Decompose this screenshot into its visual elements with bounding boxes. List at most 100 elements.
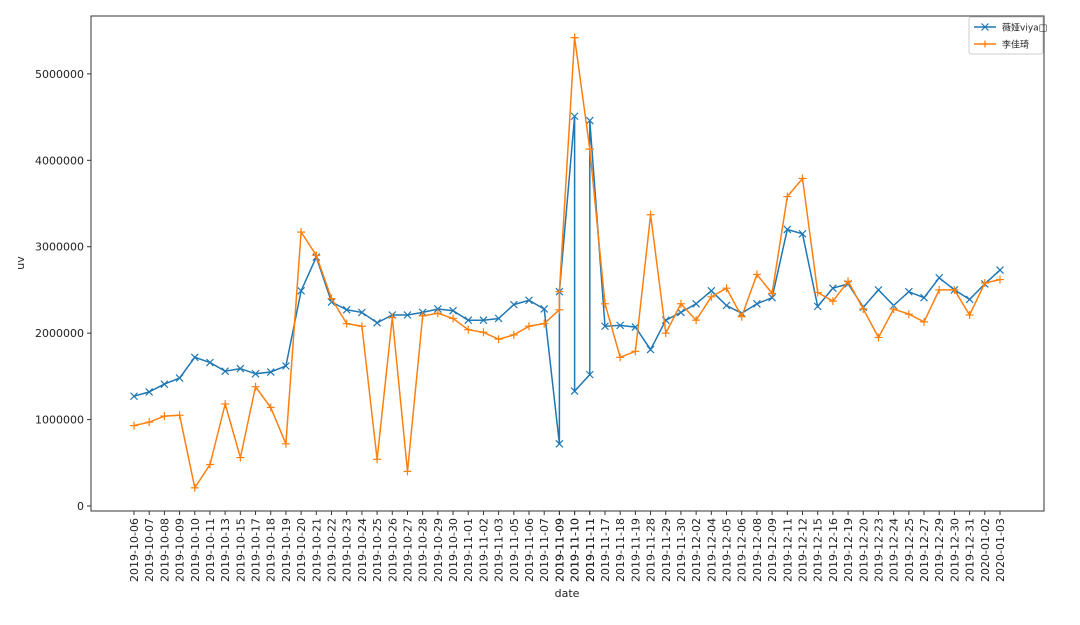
x-tick-label: 2019-12-19 [842,518,855,582]
marker-stroke [783,225,792,234]
marker-stroke [403,311,412,319]
axes-frame [90,15,1045,512]
marker-stroke [342,305,351,314]
x-tick-label: 2019-11-30 [675,518,688,582]
data-point [752,270,761,279]
x-tick-label: 2019-12-23 [872,518,885,582]
x-tick-label: 2019-12-08 [751,518,764,582]
marker-stroke [585,116,594,125]
x-tick-label: 2019-10-06 [128,518,141,582]
marker-stroke [722,301,731,310]
data-point [145,387,154,396]
data-point [403,311,412,319]
x-tick-label: 2019-10-18 [265,518,278,582]
data-point [646,345,655,354]
data-point [965,311,974,320]
data-point [661,329,670,338]
data-point [130,421,138,430]
data-point [859,304,868,313]
marker-stroke [813,302,822,311]
data-point [813,288,822,297]
data-point [327,294,336,303]
marker-stroke [677,308,685,317]
legend-marker [981,40,989,48]
marker-stroke [145,387,154,396]
data-point [798,229,807,238]
data-point [737,312,746,321]
data-point [874,286,883,294]
data-point [980,279,989,288]
legend-label: 薇娅viya□ [1002,22,1047,34]
data-point [464,316,473,325]
marker-stroke [996,266,1004,274]
x-tick-label: 2019-12-11 [781,518,794,582]
data-point [585,145,594,154]
data-point [616,321,625,330]
x-tick-label: 2019-12-27 [918,518,931,582]
data-point [206,358,214,367]
data-point [828,297,837,306]
data-point [768,293,777,302]
data-point [190,353,199,362]
x-tick-label: 2019-12-31 [964,518,977,582]
marker-stroke [236,364,245,373]
marker-stroke [874,286,883,294]
data-point [130,392,138,401]
marker-stroke [357,308,366,317]
data-point [783,192,792,201]
x-tick-label: 2019-11-28 [645,518,658,582]
data-point [768,289,777,298]
data-point [205,460,214,469]
marker-stroke [373,318,382,327]
y-tick-label: 2000000 [35,327,84,340]
x-tick-label: 2019-11-29 [660,518,673,582]
y-tick-label: 4000000 [35,154,84,167]
data-point [707,292,716,301]
x-tick-label: 2019-11-19 [629,518,642,582]
data-point [677,308,685,317]
y-axis-label: uv [14,256,27,270]
marker-stroke [570,112,579,121]
marker-stroke [266,368,275,376]
marker-stroke [570,387,579,395]
data-point [996,266,1004,274]
marker-stroke [130,392,138,401]
marker-stroke [206,358,214,367]
data-point [449,306,457,315]
data-point [175,374,184,383]
marker-stroke [981,23,989,31]
x-tick-label: 2019-12-02 [690,518,703,582]
y-tick-label: 0 [77,500,84,513]
data-point [600,299,609,308]
data-point [904,310,913,319]
data-point [509,300,518,309]
data-point [555,439,564,448]
data-point [752,299,761,308]
data-point [844,277,853,286]
x-tick-label: 2019-10-13 [219,518,232,582]
data-point [920,293,928,302]
x-tick-label: 2019-10-15 [234,518,247,582]
marker-stroke [479,316,488,325]
data-point [798,174,807,183]
marker-stroke [646,345,655,354]
marker-stroke [601,322,609,331]
data-point [692,299,701,308]
data-point [175,411,184,420]
marker-stroke [585,370,594,379]
data-point [494,335,503,344]
data-point [570,387,579,395]
data-point [555,287,564,296]
data-point [646,210,655,219]
x-tick-label: 2019-11-02 [477,518,490,582]
data-point [904,287,913,296]
x-tick-label: 2019-10-22 [326,518,339,582]
data-point [889,304,898,313]
data-point [479,316,488,325]
data-point [357,322,366,331]
data-point [494,314,503,323]
data-point [540,305,549,313]
x-tick-label: 2019-12-29 [933,518,946,582]
